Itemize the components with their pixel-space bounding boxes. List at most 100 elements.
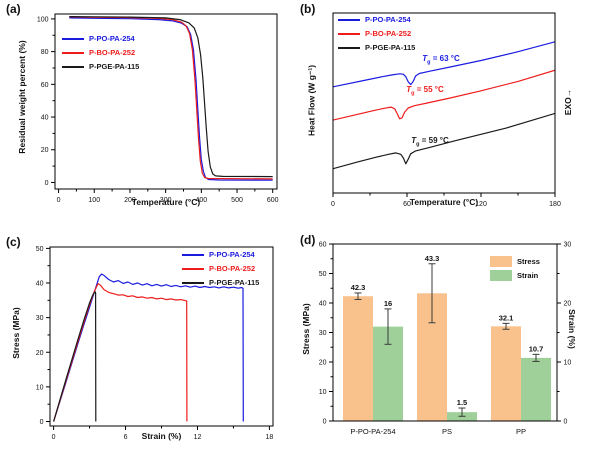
panel-a-legend: P-PO-PA-254 P-BO-PA-252 P-PGE-PA-115	[62, 32, 139, 73]
svg-text:200: 200	[124, 197, 136, 204]
legend-item: P-PO-PA-254	[182, 248, 259, 261]
line-swatch	[62, 65, 84, 68]
legend-label: Stress	[517, 257, 540, 266]
svg-text:0: 0	[52, 434, 56, 441]
svg-text:50: 50	[36, 246, 44, 253]
svg-text:100: 100	[88, 197, 100, 204]
svg-text:500: 500	[231, 197, 243, 204]
svg-text:10: 10	[564, 360, 572, 367]
panel-a-tga: (a) 0 100 200 300 400 500 600 0 20 40 60 80 100 Temp…	[0, 0, 300, 229]
line-swatch	[338, 46, 360, 49]
tg-annotation-blue: Tg = 63 °C	[422, 54, 460, 66]
legend-item: P-BO-PA-252	[182, 262, 259, 275]
svg-text:80: 80	[41, 49, 49, 56]
panel-b-legend: P-PO-PA-254 P-BO-PA-252 P-PGE-PA-115	[338, 13, 415, 54]
bar-swatch	[490, 270, 512, 281]
panel-d-label: (d)	[300, 233, 316, 247]
legend-label: P-PGE-PA-115	[209, 278, 260, 287]
panel-c-xaxis-title: Strain (%)	[141, 431, 182, 441]
svg-text:0: 0	[331, 201, 335, 208]
legend-label: P-BO-PA-252	[365, 29, 412, 38]
svg-text:60: 60	[319, 242, 327, 249]
svg-text:18: 18	[266, 434, 274, 441]
svg-text:PP: PP	[516, 427, 526, 436]
svg-text:40: 40	[41, 115, 49, 122]
svg-text:16: 16	[384, 299, 392, 308]
legend-item: P-BO-PA-252	[62, 46, 139, 59]
legend-item: P-BO-PA-252	[338, 27, 415, 40]
legend-label: P-PGE-PA-115	[89, 62, 140, 71]
line-swatch	[338, 32, 360, 35]
legend-label: P-PO-PA-254	[365, 15, 411, 24]
panel-b-plot: 0 60 120 180	[331, 12, 561, 208]
svg-text:12: 12	[194, 434, 202, 441]
svg-text:40: 40	[319, 301, 327, 308]
svg-text:100: 100	[37, 16, 49, 23]
svg-text:0: 0	[40, 419, 44, 426]
legend-label: P-PGE-PA-115	[365, 43, 416, 52]
line-swatch	[62, 51, 84, 54]
svg-text:120: 120	[475, 201, 487, 208]
panel-b-label: (b)	[300, 2, 316, 16]
panel-c-plot: 0 6 12 18 0 10 20 30 40 50	[36, 246, 274, 441]
svg-text:30: 30	[36, 315, 44, 322]
svg-text:20: 20	[564, 301, 572, 308]
line-swatch	[62, 37, 84, 40]
svg-text:180: 180	[549, 201, 561, 208]
panel-d-bar-comparison: (d) 42.3 16 P-PO-PA-254 43.3 1.5 PS 32.1 10.7 PP…	[300, 229, 600, 458]
svg-text:PS: PS	[442, 427, 452, 436]
panel-b-exo-direction-label: EXO→	[563, 88, 573, 116]
svg-text:32.1: 32.1	[499, 313, 514, 322]
legend-label: P-PO-PA-254	[89, 34, 135, 43]
legend-item: Strain	[490, 269, 540, 282]
svg-text:600: 600	[267, 197, 279, 204]
panel-d-right-axis-title: Strain (%)	[567, 309, 577, 349]
panel-d-left-axis-title: Stress (MPa)	[301, 303, 311, 355]
line-swatch	[182, 253, 204, 256]
svg-text:300: 300	[160, 197, 172, 204]
svg-text:42.3: 42.3	[351, 283, 366, 292]
panel-c-yaxis-title: Stress (MPa)	[11, 307, 21, 359]
legend-item: P-PGE-PA-115	[62, 60, 139, 73]
svg-text:10: 10	[319, 389, 327, 396]
panel-d-plot: 42.3 16 P-PO-PA-254 43.3 1.5 PS 32.1 10.7 PP 0 10 2…	[319, 242, 572, 437]
svg-text:43.3: 43.3	[425, 254, 440, 263]
svg-text:10.7: 10.7	[529, 344, 544, 353]
panel-a-plot: 0 100 200 300 400 500 600 0 20 40 60 80 100	[37, 13, 279, 204]
legend-item: P-PGE-PA-115	[338, 41, 415, 54]
svg-text:20: 20	[41, 147, 49, 154]
legend-label: P-PO-PA-254	[209, 250, 255, 259]
svg-text:0: 0	[57, 197, 61, 204]
legend-label: P-BO-PA-252	[209, 264, 256, 273]
line-swatch	[182, 267, 204, 270]
panel-b-yaxis-title: Heat Flow (W g⁻¹)	[306, 64, 317, 137]
svg-text:1.5: 1.5	[457, 398, 467, 407]
svg-text:0: 0	[45, 180, 49, 187]
tg-annotation-black: Tg = 59 °C	[411, 136, 449, 148]
svg-text:10: 10	[36, 384, 44, 391]
panel-b-xaxis-title: Temperature (°C)	[409, 197, 479, 207]
svg-text:0: 0	[564, 419, 568, 426]
svg-text:6: 6	[124, 434, 128, 441]
panel-a-yaxis-title: Residual weight percent (%)	[17, 40, 27, 154]
panel-c-stress-strain: (c) 0 6 12 18 0 10 20 30 40 50 Strain (%) Stress …	[0, 229, 300, 458]
tg-annotation-red: Tg = 55 °C	[406, 85, 444, 97]
svg-text:50: 50	[319, 271, 327, 278]
svg-text:60: 60	[41, 82, 49, 89]
svg-text:40: 40	[36, 281, 44, 288]
svg-text:400: 400	[195, 197, 207, 204]
svg-text:20: 20	[36, 350, 44, 357]
panel-a-xaxis-title: Temperature (°C)	[131, 197, 201, 207]
panel-d-legend: Stress Strain	[490, 255, 540, 282]
line-swatch	[182, 281, 204, 284]
svg-text:30: 30	[319, 330, 327, 337]
legend-item: Stress	[490, 255, 540, 268]
panel-a-label: (a)	[6, 2, 21, 16]
line-swatch	[338, 18, 360, 21]
svg-text:P-PO-PA-254: P-PO-PA-254	[350, 427, 395, 436]
panel-c-legend: P-PO-PA-254 P-BO-PA-252 P-PGE-PA-115	[182, 248, 259, 289]
svg-text:30: 30	[564, 242, 572, 249]
legend-item: P-PGE-PA-115	[182, 276, 259, 289]
legend-item: P-PO-PA-254	[62, 32, 139, 45]
